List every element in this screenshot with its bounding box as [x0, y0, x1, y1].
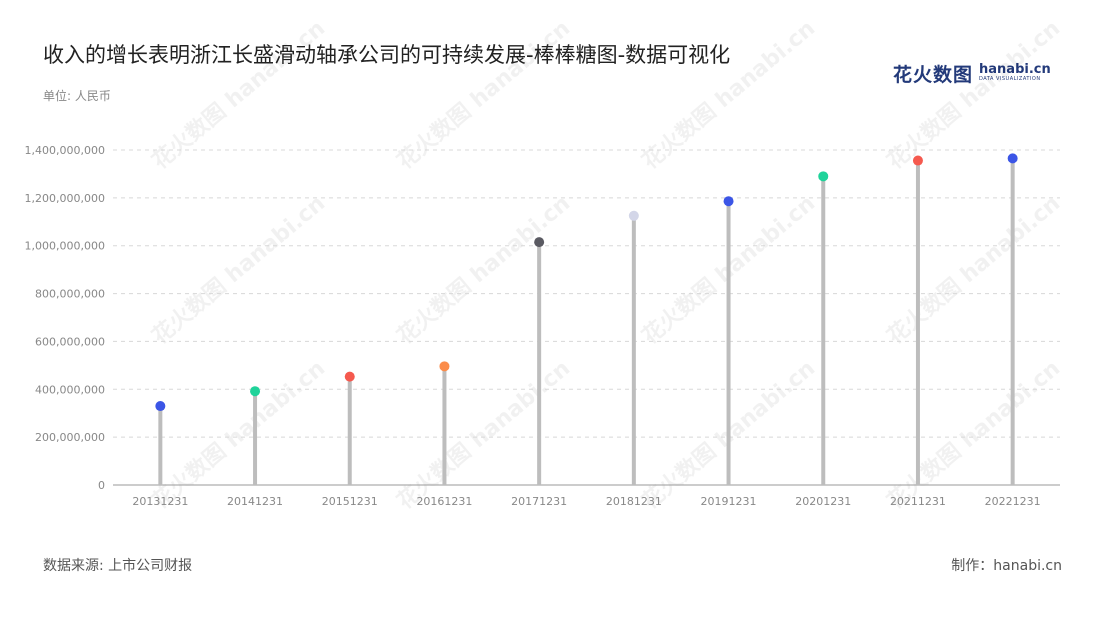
y-tick-label: 1,200,000,000: [25, 192, 105, 205]
watermark-text: 花火数图 hanabi.cn: [882, 190, 1065, 349]
lollipop-dot: [439, 361, 450, 372]
watermark-text: 花火数图 hanabi.cn: [147, 355, 330, 514]
lollipop-marks: [155, 153, 1018, 485]
watermark-text: 花火数图 hanabi.cn: [392, 15, 575, 174]
logo-latin-text: hanabi.cn: [979, 62, 1051, 77]
watermark-layer: 花火数图 hanabi.cn 花火数图 hanabi.cn 花火数图 hanabi.…: [147, 15, 1065, 514]
watermark-text: 花火数图 hanabi.cn: [637, 15, 820, 174]
y-tick-label: 600,000,000: [35, 335, 105, 348]
x-axis: 20131231 20141231 20151231 20161231 20171231…: [113, 484, 1060, 508]
y-tick-label: 1,000,000,000: [25, 240, 105, 253]
watermark-text: 花火数图 hanabi.cn: [882, 355, 1065, 514]
watermark-text: 花火数图 hanabi.cn: [882, 15, 1065, 174]
chart-title: 收入的增长表明浙江长盛滑动轴承公司的可持续发展-棒棒糖图-数据可视化: [43, 43, 731, 67]
lollipop-dot: [723, 196, 734, 207]
y-tick-label: 800,000,000: [35, 288, 105, 301]
lollipop-dot: [912, 155, 923, 166]
x-tick-label: 20141231: [227, 495, 283, 508]
y-tick-label: 0: [98, 479, 105, 492]
unit-label: 单位: 人民币: [43, 89, 111, 103]
x-tick-label: 20161231: [416, 495, 472, 508]
watermark-text: 花火数图 hanabi.cn: [392, 190, 575, 349]
x-tick-label: 20211231: [890, 495, 946, 508]
lollipop-dot: [818, 171, 829, 182]
x-tick-label: 20191231: [701, 495, 757, 508]
data-source: 数据来源: 上市公司财报: [43, 558, 193, 574]
x-tick-label: 20171231: [511, 495, 567, 508]
lollipop-dot: [534, 237, 545, 248]
x-tick-label: 20131231: [132, 495, 188, 508]
x-tick-label: 20151231: [322, 495, 378, 508]
y-tick-label: 400,000,000: [35, 383, 105, 396]
credit-text: 制作：hanabi.cn: [951, 558, 1062, 574]
x-tick-label: 20201231: [795, 495, 851, 508]
y-axis: 0 200,000,000 400,000,000 600,000,000 800,00…: [25, 144, 105, 492]
watermark-text: 花火数图 hanabi.cn: [147, 190, 330, 349]
lollipop-dot: [344, 371, 355, 382]
x-tick-label: 20221231: [985, 495, 1041, 508]
lollipop-dot: [1007, 153, 1018, 164]
y-tick-label: 1,400,000,000: [25, 144, 105, 157]
watermark-text: 花火数图 hanabi.cn: [392, 355, 575, 514]
brand-logo: 花火数图 hanabi.cn DATA VISUALIZATION: [893, 60, 1051, 86]
grid-lines: [113, 149, 1060, 438]
logo-cn-text: 花火数图: [893, 63, 974, 86]
y-tick-label: 200,000,000: [35, 431, 105, 444]
logo-sub-text: DATA VISUALIZATION: [979, 76, 1041, 82]
lollipop-dot: [250, 386, 261, 397]
x-tick-label: 20181231: [606, 495, 662, 508]
lollipop-dot: [155, 401, 166, 412]
lollipop-dot: [628, 210, 639, 221]
watermark-text: 花火数图 hanabi.cn: [147, 15, 330, 174]
